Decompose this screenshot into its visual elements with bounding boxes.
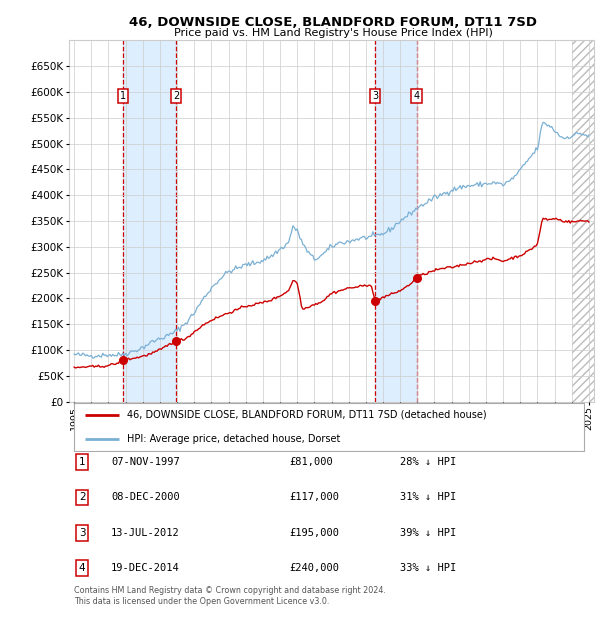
Text: 39% ↓ HPI: 39% ↓ HPI: [400, 528, 456, 538]
Text: 2: 2: [79, 492, 85, 502]
FancyBboxPatch shape: [74, 402, 583, 451]
Text: 4: 4: [79, 563, 85, 573]
Text: £81,000: £81,000: [290, 458, 333, 467]
Text: This data is licensed under the Open Government Licence v3.0.: This data is licensed under the Open Gov…: [74, 597, 329, 606]
Text: 07-NOV-1997: 07-NOV-1997: [111, 458, 180, 467]
Text: 46, DOWNSIDE CLOSE, BLANDFORD FORUM, DT11 7SD (detached house): 46, DOWNSIDE CLOSE, BLANDFORD FORUM, DT1…: [127, 410, 487, 420]
Bar: [375, 40, 416, 402]
Text: HPI: Average price, detached house, Dorset: HPI: Average price, detached house, Dors…: [127, 433, 340, 444]
Text: 1: 1: [79, 458, 85, 467]
Text: 19-DEC-2014: 19-DEC-2014: [111, 563, 180, 573]
Text: 31% ↓ HPI: 31% ↓ HPI: [400, 492, 456, 502]
Bar: [123, 40, 176, 402]
Text: 46, DOWNSIDE CLOSE, BLANDFORD FORUM, DT11 7SD: 46, DOWNSIDE CLOSE, BLANDFORD FORUM, DT1…: [129, 16, 537, 29]
Text: 08-DEC-2000: 08-DEC-2000: [111, 492, 180, 502]
Text: 4: 4: [413, 91, 419, 101]
Text: 2: 2: [173, 91, 179, 101]
Text: £195,000: £195,000: [290, 528, 340, 538]
Text: 1: 1: [120, 91, 126, 101]
Text: £240,000: £240,000: [290, 563, 340, 573]
Text: 3: 3: [372, 91, 378, 101]
Text: 13-JUL-2012: 13-JUL-2012: [111, 528, 180, 538]
Text: 33% ↓ HPI: 33% ↓ HPI: [400, 563, 456, 573]
Text: 28% ↓ HPI: 28% ↓ HPI: [400, 458, 456, 467]
Text: Contains HM Land Registry data © Crown copyright and database right 2024.: Contains HM Land Registry data © Crown c…: [74, 587, 386, 595]
Bar: [572, 40, 594, 402]
Text: £117,000: £117,000: [290, 492, 340, 502]
Text: Price paid vs. HM Land Registry's House Price Index (HPI): Price paid vs. HM Land Registry's House …: [173, 28, 493, 38]
Text: 3: 3: [79, 528, 85, 538]
